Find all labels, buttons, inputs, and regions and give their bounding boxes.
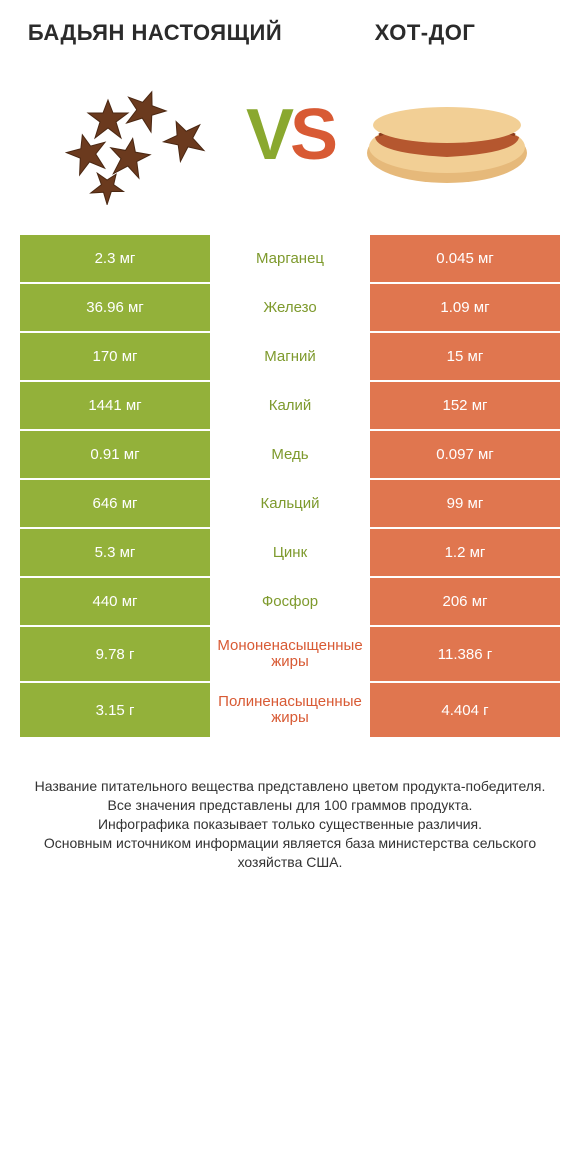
left-value: 170 мг (20, 333, 210, 380)
right-product-title: ХОТ-ДОГ (290, 20, 560, 45)
nutrient-label: Железо (210, 284, 370, 331)
table-row: 1441 мгКалий152 мг (20, 380, 560, 429)
vs-v: V (246, 95, 290, 175)
infographic-container: БАДЬЯН НАСТОЯЩИЙ ХОТ-ДОГ VS (0, 0, 580, 902)
right-value: 152 мг (370, 382, 560, 429)
table-row: 646 мгКальций99 мг (20, 478, 560, 527)
left-value: 440 мг (20, 578, 210, 625)
star-anise-icon (48, 65, 218, 205)
left-product-title: БАДЬЯН НАСТОЯЩИЙ (20, 20, 290, 45)
left-value: 3.15 г (20, 683, 210, 737)
right-value: 11.386 г (370, 627, 560, 681)
left-value: 5.3 мг (20, 529, 210, 576)
nutrient-label: Марганец (210, 235, 370, 282)
nutrient-label: Полиненасыщенные жиры (210, 683, 370, 737)
left-product-image (20, 55, 246, 215)
table-row: 36.96 мгЖелезо1.09 мг (20, 282, 560, 331)
left-value: 646 мг (20, 480, 210, 527)
right-product-image (334, 55, 560, 215)
vs-s: S (290, 95, 334, 175)
nutrient-label: Цинк (210, 529, 370, 576)
images-row: VS (20, 55, 560, 215)
right-value: 206 мг (370, 578, 560, 625)
nutrient-label: Фосфор (210, 578, 370, 625)
right-value: 1.09 мг (370, 284, 560, 331)
right-value: 15 мг (370, 333, 560, 380)
left-value: 9.78 г (20, 627, 210, 681)
nutrient-label: Медь (210, 431, 370, 478)
table-row: 3.15 гПолиненасыщенные жиры4.404 г (20, 681, 560, 737)
hotdog-icon (357, 75, 537, 195)
comparison-table: 2.3 мгМарганец0.045 мг36.96 мгЖелезо1.09… (20, 233, 560, 737)
right-value: 99 мг (370, 480, 560, 527)
left-value: 0.91 мг (20, 431, 210, 478)
right-value: 4.404 г (370, 683, 560, 737)
header: БАДЬЯН НАСТОЯЩИЙ ХОТ-ДОГ (20, 20, 560, 45)
table-row: 440 мгФосфор206 мг (20, 576, 560, 625)
right-value: 1.2 мг (370, 529, 560, 576)
right-value: 0.097 мг (370, 431, 560, 478)
nutrient-label: Калий (210, 382, 370, 429)
vs-label: VS (246, 99, 334, 171)
table-row: 0.91 мгМедь0.097 мг (20, 429, 560, 478)
left-value: 36.96 мг (20, 284, 210, 331)
footnote-text: Название питательного вещества представл… (20, 777, 560, 871)
left-value: 2.3 мг (20, 235, 210, 282)
table-row: 5.3 мгЦинк1.2 мг (20, 527, 560, 576)
nutrient-label: Магний (210, 333, 370, 380)
left-value: 1441 мг (20, 382, 210, 429)
nutrient-label: Кальций (210, 480, 370, 527)
nutrient-label: Мононенасыщенные жиры (210, 627, 370, 681)
table-row: 2.3 мгМарганец0.045 мг (20, 233, 560, 282)
right-value: 0.045 мг (370, 235, 560, 282)
table-row: 9.78 гМононенасыщенные жиры11.386 г (20, 625, 560, 681)
table-row: 170 мгМагний15 мг (20, 331, 560, 380)
